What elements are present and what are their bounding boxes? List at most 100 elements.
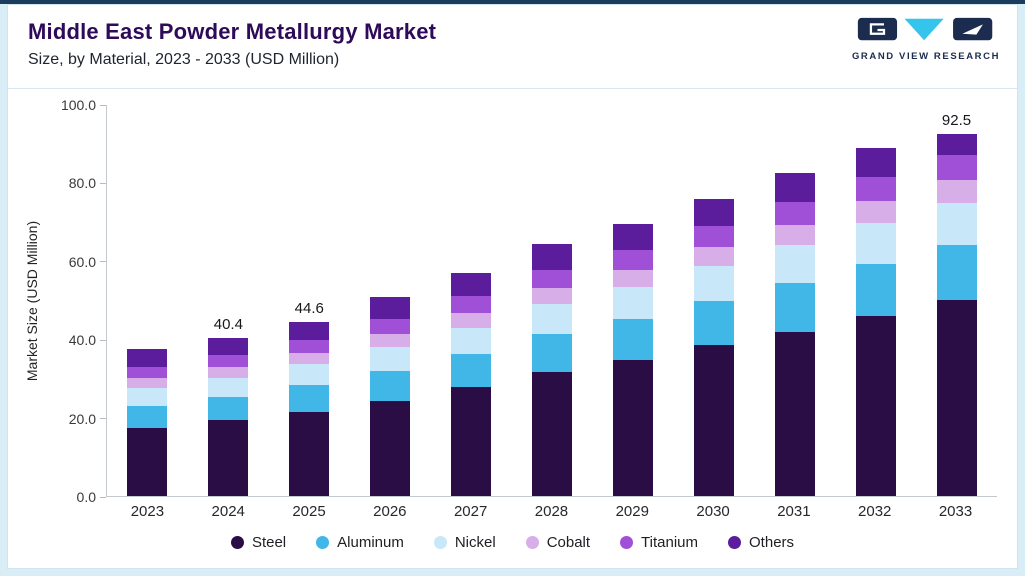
legend-label-aluminum: Aluminum <box>337 534 404 551</box>
bar-segment-titanium-2026 <box>370 318 411 335</box>
bar-segment-others-2023 <box>127 349 168 367</box>
y-axis-title-column: Market Size (USD Million) <box>20 105 44 497</box>
bar-segment-nickel-2031 <box>774 245 815 284</box>
legend-dot-cobalt <box>525 536 539 549</box>
y-tick: 60.0 <box>69 254 106 270</box>
bar-segment-steel-2033 <box>936 299 977 496</box>
bar-segment-nickel-2026 <box>370 347 411 371</box>
bar-slot-2030 <box>684 105 744 496</box>
legend-label-steel: Steel <box>251 534 287 551</box>
bar-segment-others-2024 <box>208 338 249 356</box>
bar-segment-others-2029 <box>612 223 653 251</box>
legend-item-nickel: Nickel <box>433 534 496 551</box>
legend-label-titanium: Titanium <box>641 534 699 551</box>
y-tick: 80.0 <box>69 175 106 191</box>
bar-segment-aluminum-2023 <box>127 405 168 428</box>
bar-segment-aluminum-2032 <box>855 263 896 317</box>
bar-segment-titanium-2029 <box>612 250 653 270</box>
y-axis-title: Market Size (USD Million) <box>24 220 40 382</box>
legend-dot-nickel <box>433 536 447 549</box>
x-tick-label-2025: 2025 <box>292 503 326 520</box>
x-tick-label-2029: 2029 <box>615 503 649 520</box>
y-tick-mark <box>100 418 106 420</box>
y-tick-label: 40.0 <box>68 332 96 349</box>
bar-segment-cobalt-2023 <box>127 378 168 388</box>
x-tick-label-2026: 2026 <box>373 503 407 520</box>
legend: Steel Aluminum Nickel Cobalt Titanium Others <box>8 534 1017 551</box>
stacked-bar-2023 <box>127 349 168 496</box>
bar-segment-cobalt-2027 <box>451 313 492 328</box>
bar-slot-2028 <box>522 105 582 496</box>
bar-segment-cobalt-2029 <box>612 269 653 288</box>
bar-slot-2026 <box>360 105 420 496</box>
bar-segment-others-2032 <box>855 148 896 177</box>
y-tick-mark <box>100 261 106 263</box>
plot-area: 40.4 44.6 92.5 <box>106 105 997 497</box>
stacked-bar-2024 <box>208 338 249 496</box>
bar-segment-titanium-2028 <box>531 270 572 289</box>
y-tick-label: 60.0 <box>68 253 96 270</box>
bar-value-label-2033: 92.5 <box>941 112 972 130</box>
legend-item-steel: Steel <box>230 534 287 551</box>
y-tick-mark <box>100 496 106 498</box>
header: Middle East Powder Metallurgy Market Siz… <box>8 5 1017 89</box>
y-tick: 40.0 <box>69 332 106 348</box>
stacked-bar-2032 <box>855 148 896 496</box>
y-tick: 0.0 <box>77 489 106 505</box>
legend-dot-others <box>728 536 742 549</box>
bar-segment-nickel-2024 <box>208 377 249 397</box>
bar-segment-nickel-2032 <box>855 223 896 264</box>
bar-segment-aluminum-2025 <box>289 385 330 412</box>
bar-slot-2032 <box>846 105 906 496</box>
bar-segment-cobalt-2033 <box>936 179 977 203</box>
legend-item-others: Others <box>728 534 794 551</box>
y-tick-mark <box>100 339 106 341</box>
bar-segment-titanium-2027 <box>451 296 492 314</box>
y-tick-label: 0.0 <box>76 489 96 505</box>
bar-segment-aluminum-2031 <box>774 283 815 332</box>
bar-segment-cobalt-2026 <box>370 334 411 348</box>
y-tick-mark <box>100 104 106 106</box>
bars-row: 40.4 44.6 92.5 <box>107 105 997 496</box>
y-tick: 100.0 <box>61 97 106 113</box>
bar-segment-titanium-2024 <box>208 355 249 368</box>
bar-slot-2027 <box>441 105 501 496</box>
bar-segment-steel-2030 <box>693 345 734 496</box>
bar-segment-titanium-2033 <box>936 154 977 180</box>
legend-item-titanium: Titanium <box>620 534 698 551</box>
bar-segment-nickel-2027 <box>451 327 492 355</box>
bar-segment-aluminum-2029 <box>612 319 653 360</box>
y-tick-label: 20.0 <box>68 410 96 427</box>
bar-segment-titanium-2031 <box>774 202 815 225</box>
bar-segment-steel-2025 <box>289 411 330 496</box>
legend-dot-titanium <box>620 536 634 549</box>
bar-segment-nickel-2029 <box>612 287 653 320</box>
top-accent-line <box>0 0 1025 4</box>
legend-item-aluminum: Aluminum <box>316 534 404 551</box>
bar-segment-others-2026 <box>370 297 411 319</box>
bar-segment-aluminum-2030 <box>693 300 734 346</box>
x-tick-label-2031: 2031 <box>777 503 811 520</box>
bar-slot-2033: 92.5 <box>927 105 987 496</box>
bar-segment-aluminum-2028 <box>531 334 572 372</box>
bar-segment-steel-2026 <box>370 400 411 496</box>
bar-value-label-2024: 40.4 <box>213 316 243 334</box>
bar-segment-titanium-2025 <box>289 339 330 353</box>
bar-segment-nickel-2025 <box>289 364 330 386</box>
chart-area: Market Size (USD Million) 0.0 20.0 40.0 60.… <box>20 97 997 505</box>
bar-segment-steel-2023 <box>127 427 168 496</box>
bar-segment-cobalt-2024 <box>208 367 249 378</box>
stacked-bar-2029 <box>612 223 653 496</box>
y-tick: 20.0 <box>69 411 106 427</box>
y-tick-label: 100.0 <box>60 97 96 113</box>
legend-label-cobalt: Cobalt <box>546 534 591 551</box>
bar-segment-steel-2028 <box>531 371 572 496</box>
legend-label-nickel: Nickel <box>454 534 496 551</box>
x-tick-label-2030: 2030 <box>696 503 730 520</box>
bar-segment-titanium-2032 <box>855 176 896 201</box>
bar-segment-cobalt-2031 <box>774 224 815 246</box>
x-tick-label-2024: 2024 <box>211 503 245 520</box>
bar-segment-aluminum-2033 <box>936 245 977 300</box>
y-tick-label: 80.0 <box>68 175 96 192</box>
